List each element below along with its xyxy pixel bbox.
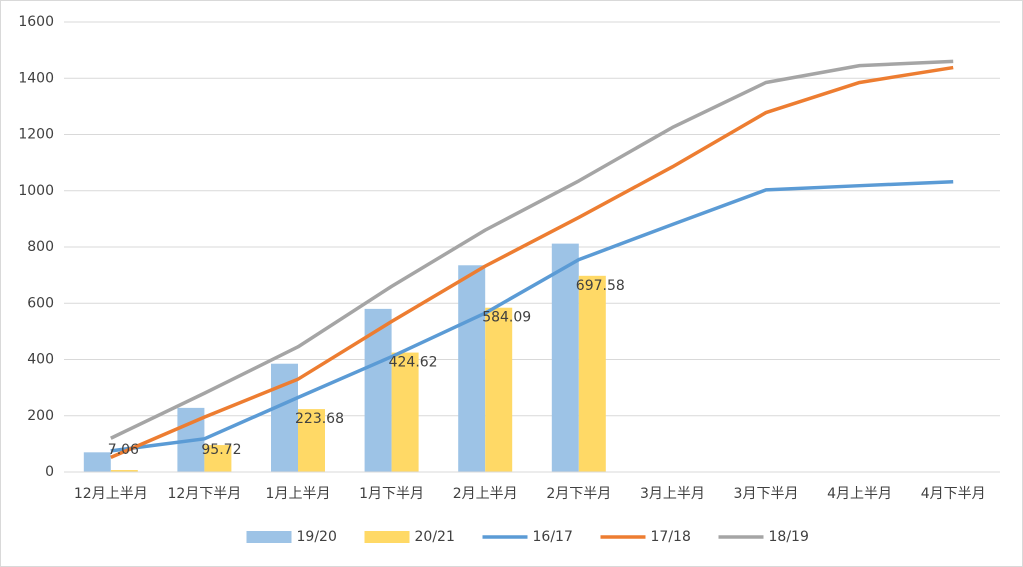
x-tick-label: 4月上半月 bbox=[827, 486, 892, 502]
x-tick-label: 12月下半月 bbox=[167, 486, 241, 502]
bar bbox=[298, 409, 325, 472]
legend-label: 17/18 bbox=[651, 529, 691, 545]
y-tick-label: 800 bbox=[27, 239, 54, 255]
x-tick-label: 1月下半月 bbox=[359, 486, 424, 502]
bar bbox=[391, 352, 419, 472]
y-tick-label: 0 bbox=[45, 464, 54, 480]
bar bbox=[110, 470, 138, 472]
y-tick-label: 1400 bbox=[18, 70, 54, 86]
bar bbox=[485, 307, 513, 472]
y-tick-label: 1600 bbox=[18, 14, 54, 30]
bar bbox=[578, 275, 606, 472]
data-label: 424.62 bbox=[389, 355, 438, 371]
y-tick-label: 200 bbox=[27, 408, 54, 424]
y-tick-label: 400 bbox=[27, 352, 54, 368]
data-label: 697.58 bbox=[576, 278, 625, 294]
legend-swatch bbox=[364, 531, 410, 543]
line-series bbox=[110, 65, 954, 459]
data-label: 7.06 bbox=[108, 442, 139, 458]
x-tick-label: 3月上半月 bbox=[640, 486, 705, 502]
bar bbox=[458, 265, 486, 472]
legend-label: 18/19 bbox=[769, 529, 809, 545]
x-tick-label: 12月上半月 bbox=[74, 486, 148, 502]
legend-label: 20/21 bbox=[415, 529, 455, 545]
x-tick-label: 2月上半月 bbox=[453, 486, 518, 502]
x-tick-label: 1月上半月 bbox=[266, 486, 331, 502]
line-series bbox=[110, 180, 954, 453]
y-tick-label: 600 bbox=[27, 295, 54, 311]
legend-label: 16/17 bbox=[533, 529, 573, 545]
data-label: 223.68 bbox=[295, 411, 344, 427]
x-tick-label: 4月下半月 bbox=[921, 486, 986, 502]
bar bbox=[83, 452, 111, 472]
legend-label: 19/20 bbox=[297, 529, 337, 545]
line-series bbox=[110, 59, 954, 440]
bar bbox=[551, 243, 579, 472]
x-tick-label: 2月下半月 bbox=[546, 486, 611, 502]
bar bbox=[364, 308, 392, 472]
data-label: 584.09 bbox=[482, 310, 531, 326]
y-tick-label: 1200 bbox=[18, 127, 54, 143]
data-label: 95.72 bbox=[201, 442, 241, 458]
bar bbox=[204, 445, 232, 472]
y-tick-label: 1000 bbox=[18, 183, 54, 199]
legend-swatch bbox=[246, 531, 292, 543]
x-tick-label: 3月下半月 bbox=[734, 486, 799, 502]
